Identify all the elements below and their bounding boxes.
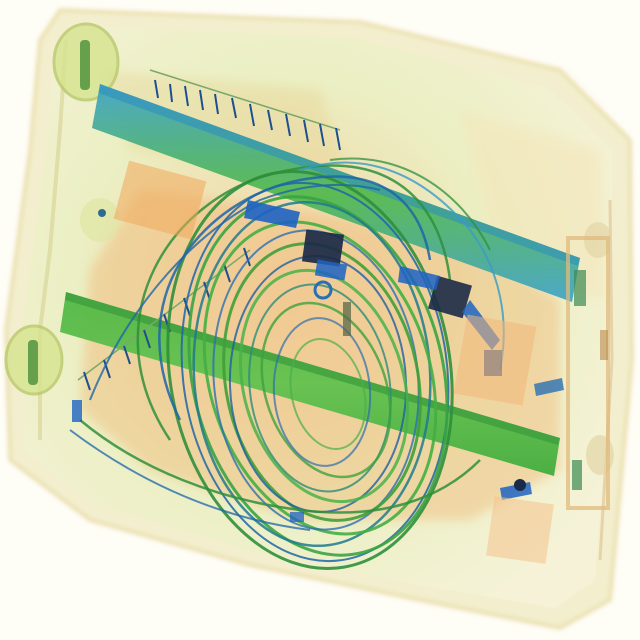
upper-frame-rail (92, 84, 580, 302)
organic-items (113, 160, 554, 564)
right-side-frame (566, 236, 610, 510)
